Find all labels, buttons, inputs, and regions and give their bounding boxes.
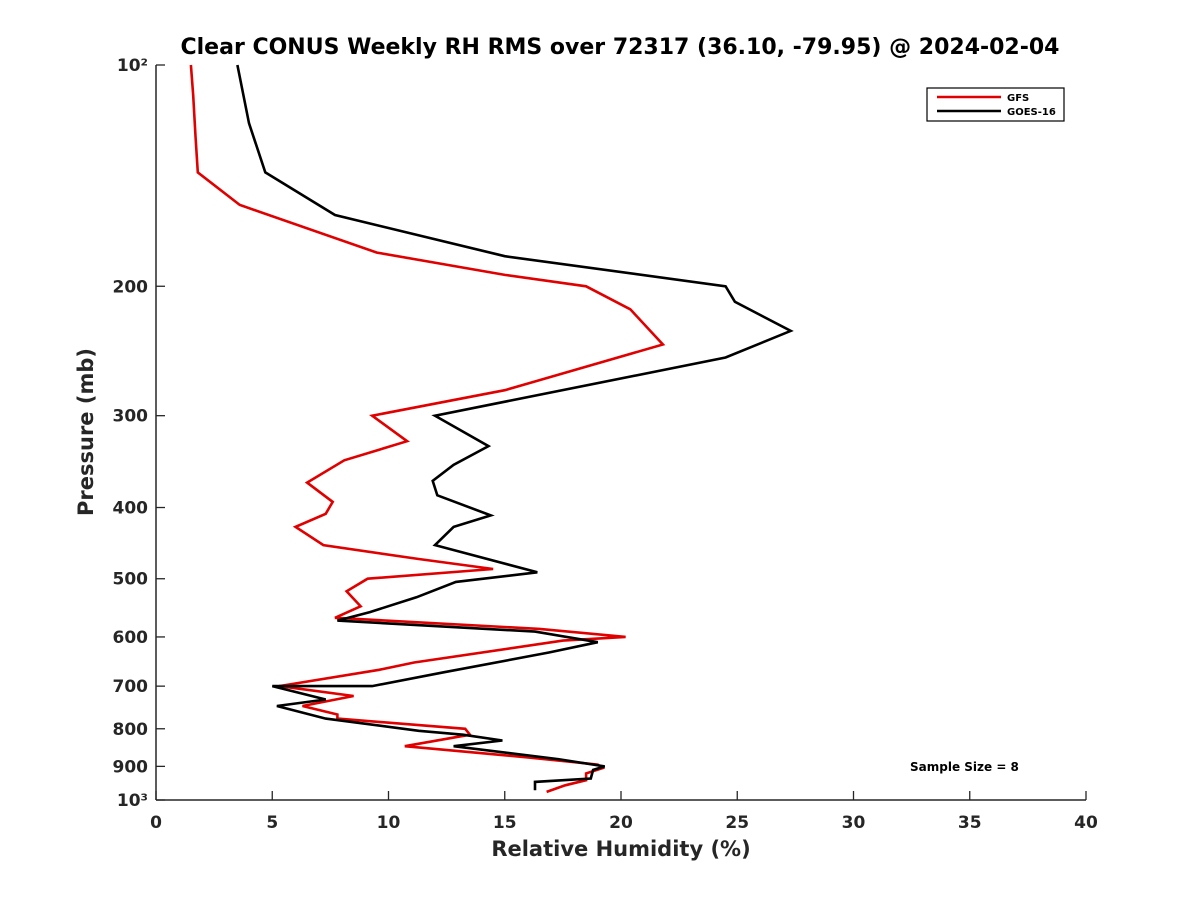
y-tick-label: 200 [113, 277, 149, 297]
x-tick-label: 0 [150, 813, 162, 833]
x-tick-label: 35 [958, 813, 982, 833]
series-line-gfs [189, 64, 666, 794]
legend-box [926, 87, 1065, 122]
x-axis-ticks: 0 5 10 15 20 25 30 35 40 [150, 791, 1098, 833]
y-axis-label: Pressure (mb) [74, 348, 98, 516]
x-axis-label: Relative Humidity (%) [491, 837, 750, 861]
legend: GFS GOES-16 [926, 87, 1065, 122]
y-tick-label: 400 [113, 499, 149, 519]
series-line-goes16 [236, 64, 794, 791]
x-tick-label: 10 [377, 813, 401, 833]
y-axis-ticks: 10² 200 300 400 500 600 700 800 900 10³ [113, 56, 165, 811]
y-tick-label: 700 [113, 677, 149, 697]
chart-title: Clear CONUS Weekly RH RMS over 72317 (36… [181, 35, 1060, 60]
y-tick-label: 600 [113, 628, 149, 648]
x-tick-label: 15 [493, 813, 517, 833]
y-tick-label: 900 [113, 757, 149, 777]
plot-area [156, 65, 1086, 800]
x-tick-label: 5 [266, 813, 278, 833]
sample-size-annotation: Sample Size = 8 [910, 760, 1019, 774]
legend-label-gfs: GFS [1007, 93, 1029, 104]
series-layer [189, 64, 794, 794]
y-tick-label: 10² [117, 56, 148, 76]
y-tick-label: 10³ [117, 791, 148, 811]
x-tick-label: 40 [1074, 813, 1098, 833]
y-tick-label: 300 [113, 407, 149, 427]
x-tick-label: 20 [609, 813, 633, 833]
y-tick-label: 800 [113, 720, 149, 740]
x-tick-label: 30 [842, 813, 866, 833]
x-tick-label: 25 [725, 813, 749, 833]
legend-label-goes16: GOES-16 [1007, 107, 1056, 118]
y-tick-label: 500 [113, 570, 149, 590]
